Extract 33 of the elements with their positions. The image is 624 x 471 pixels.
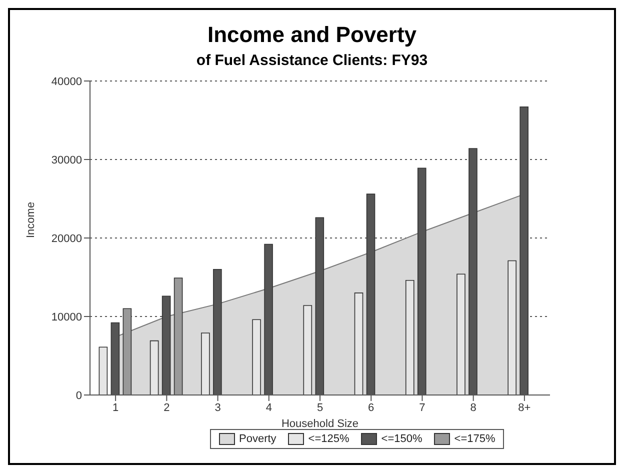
bar [122,308,132,395]
x-tick-label: 2 [164,402,170,414]
legend-label: <=175% [454,433,496,445]
x-tick-label: 1 [112,402,119,414]
x-tick-label: 8 [470,402,476,414]
x-tick-label: 8+ [518,402,531,414]
y-axis-title: Income [24,202,37,238]
legend-label: <=150% [381,433,422,445]
bar [303,305,312,395]
bar [456,274,466,395]
chart-title: Income and Poverty [206,22,418,48]
x-tick-label: 7 [419,402,426,414]
x-axis-title: Household Size [281,418,359,430]
bar [201,332,210,395]
bar [98,346,108,395]
bar [252,319,261,395]
y-tick-label: 30000 [51,154,82,166]
x-tick-label: 4 [266,402,272,414]
y-tick-label: 20000 [51,232,82,245]
bar [405,280,414,395]
bar [174,278,183,395]
chart-subtitle: of Fuel Assistance Clients: FY93 [195,52,429,69]
bar [150,340,159,395]
y-tick-label: 40000 [51,76,82,88]
legend-label: <=125% [308,433,350,445]
bar [508,260,516,395]
legend-label: Poverty [239,433,276,445]
x-tick-label: 6 [368,402,374,414]
x-tick-label: 5 [316,402,324,414]
x-tick-label: 3 [214,402,221,414]
bar [354,292,364,395]
y-tick-label: 10000 [51,311,82,324]
y-tick-label: 0 [76,390,82,402]
